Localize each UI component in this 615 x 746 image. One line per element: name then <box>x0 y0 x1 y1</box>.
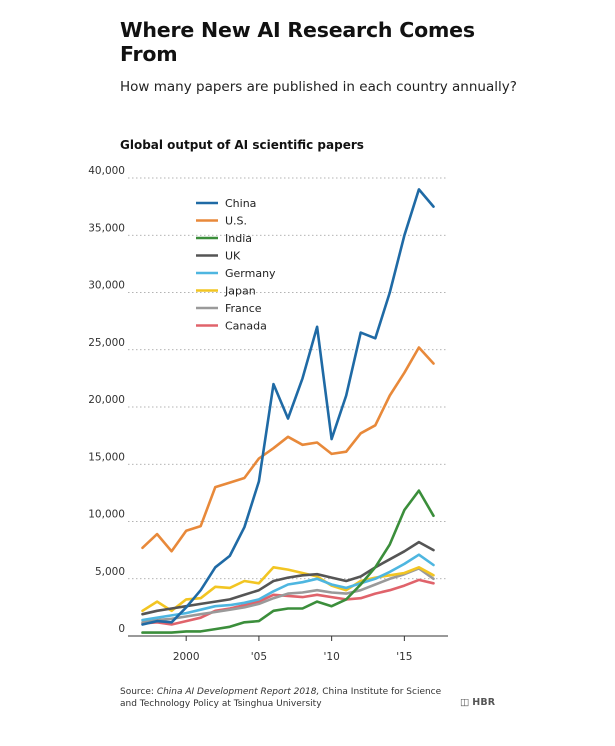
y-tick-label: 35,000 <box>88 222 125 234</box>
x-axis-ticks: 2000 '05 '10 '15 <box>173 636 412 663</box>
source-note: Source: China AI Development Report 2018… <box>120 686 450 710</box>
legend-label: France <box>225 302 262 315</box>
y-tick-label: 5,000 <box>95 566 125 578</box>
legend: China U.S. India UK Germany Japan France Canada <box>196 197 276 333</box>
y-tick-label: 15,000 <box>88 451 125 463</box>
y-tick-label: 10,000 <box>88 509 125 521</box>
y-tick-label: 0 <box>118 623 125 635</box>
series-line-us <box>141 346 435 553</box>
y-axis-ticks: 0 5,000 10,000 15,000 20,000 25,000 30,000 35,0… <box>88 165 125 635</box>
series-line-france <box>141 567 435 624</box>
page-subtitle: How many papers are published in each co… <box>120 79 517 95</box>
y-tick-label: 25,000 <box>88 337 125 349</box>
hbr-logo: ◫ HBR <box>460 697 495 708</box>
source-prefix: Source: <box>120 687 157 697</box>
x-tick-label: '05 <box>251 651 267 663</box>
legend-label: U.S. <box>225 215 247 228</box>
chart-title: Global output of AI scientific papers <box>120 138 364 152</box>
gridlines <box>128 177 448 637</box>
y-tick-label: 30,000 <box>88 280 125 292</box>
series-line-canada <box>141 578 435 626</box>
legend-label: India <box>225 232 252 245</box>
legend-label: Canada <box>225 320 267 333</box>
source-report: China AI Development Report 2018, <box>156 687 320 697</box>
series-line-china <box>141 188 435 626</box>
series-line-japan <box>141 565 435 613</box>
legend-label: China <box>225 197 256 210</box>
page-title: Where New AI Research Comes From <box>120 18 475 66</box>
x-tick-label: '10 <box>324 651 340 663</box>
y-tick-label: 40,000 <box>88 165 125 177</box>
series-line-india <box>141 489 435 634</box>
series-lines <box>141 188 435 634</box>
line-chart: 0 5,000 10,000 15,000 20,000 25,000 30,000 35,0… <box>88 165 448 663</box>
series-line-germany <box>141 553 435 622</box>
series-line-uk <box>141 540 435 616</box>
legend-label: Japan <box>224 285 256 298</box>
legend-label: Germany <box>225 267 276 280</box>
hbr-logo-icon: ◫ <box>460 697 470 708</box>
y-tick-label: 20,000 <box>88 394 125 406</box>
source-institution: China Institute for Science and Technolo… <box>120 687 442 709</box>
x-tick-label: '15 <box>396 651 412 663</box>
hbr-logo-text: HBR <box>472 697 496 708</box>
legend-label: UK <box>225 250 241 263</box>
x-tick-label: 2000 <box>173 651 200 663</box>
